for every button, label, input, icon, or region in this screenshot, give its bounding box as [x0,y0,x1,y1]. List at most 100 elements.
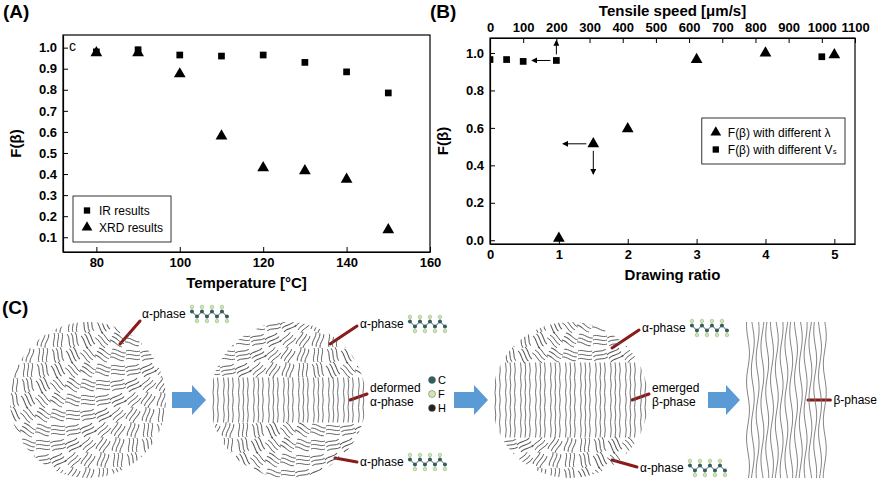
folded-chain [110,339,123,347]
lamella [65,424,81,436]
stretched-chain [589,408,591,423]
stretched-chain [604,363,606,378]
folded-chain [27,336,35,349]
fibril [756,322,759,478]
folded-chain [209,424,217,437]
carbon-atom [708,464,712,468]
lamella [265,453,282,468]
folded-chain [251,324,265,325]
stretched-chain [322,408,324,423]
stretched-chain [540,423,542,438]
folded-chain [38,395,49,406]
folded-chain [297,347,302,361]
folded-chain [578,358,592,359]
folded-chain [102,468,103,482]
folded-chain [37,411,50,419]
carbon-atom [725,329,729,333]
folded-chain [550,335,561,346]
fluorine-atom [418,315,422,319]
folded-chain [29,349,34,363]
lamella [593,335,607,344]
stretched-chain [367,393,369,408]
x2-tick: 500 [646,20,668,43]
stretched-chain [625,423,627,438]
fluorine-atom [200,305,204,309]
folded-chain [314,319,322,332]
folded-chain [326,429,340,430]
folded-chain [156,441,164,454]
lamella [221,350,235,359]
stretched-chain [604,393,606,408]
folded-chain [66,351,74,364]
folded-chain [82,319,87,333]
data-point [302,59,309,66]
folded-chain [10,422,21,433]
lamella [281,470,295,479]
folded-chain [51,366,59,379]
folded-chain [29,377,34,391]
y-tick-mark [63,132,68,133]
legend-label: F(β) with different λ [728,126,831,140]
folded-chain [270,352,281,363]
folded-chain [50,453,63,461]
carbon-atom [413,325,417,329]
folded-chain [297,426,310,434]
carbon-atom [205,315,209,319]
folded-chain [300,322,311,333]
lamella [326,362,341,379]
folded-chain [280,461,294,466]
lamella [578,467,593,484]
carbon-atom [423,463,427,467]
stretched-chain [625,408,627,423]
carbon-atom [723,469,727,473]
folded-chain [547,354,560,362]
folded-chain [56,318,61,332]
x-axis: 012345 [487,239,856,262]
lamella [50,439,66,451]
data-point [520,58,527,65]
stretched-chain [288,393,290,408]
y-tick-mark [490,203,495,204]
stretched-chain [585,408,587,423]
folded-chain [565,453,566,467]
stretched-chain [208,378,210,393]
lamella [504,347,516,363]
atom-swatch [429,377,436,384]
lamella [35,392,51,408]
fibril [780,322,783,478]
stretched-chain [243,378,245,393]
folded-chain [145,382,156,393]
lamella [548,317,563,334]
folded-chain [132,438,133,452]
folded-chain [164,422,169,436]
folded-chain [236,343,250,344]
fluorine-atom [443,329,447,333]
x2-tick: 300 [579,20,601,43]
stretched-chain [610,363,612,378]
folded-chain [95,394,109,399]
stretched-chain [228,378,230,393]
fluorine-atom [413,467,417,471]
folded-chain [296,455,310,456]
fluorine-atom [718,459,722,463]
y-tick: 0.2 [39,209,68,224]
legend-symbol [710,126,721,135]
folded-chain [622,459,635,467]
folded-chain [266,323,280,328]
lamella [517,452,533,468]
folded-chain [250,362,261,373]
folded-chain [56,348,61,362]
lamella [265,319,281,331]
folded-chain [236,456,244,469]
folded-chain [96,380,110,381]
folded-chain [221,368,235,373]
folded-chain [129,318,142,326]
lamella [607,468,624,483]
folded-chain [608,328,622,329]
folded-chain [86,468,91,482]
stretched-chain [540,363,542,378]
lamella [311,317,326,334]
lamella [126,350,140,359]
lamella [238,423,247,437]
folded-chain [226,453,231,467]
